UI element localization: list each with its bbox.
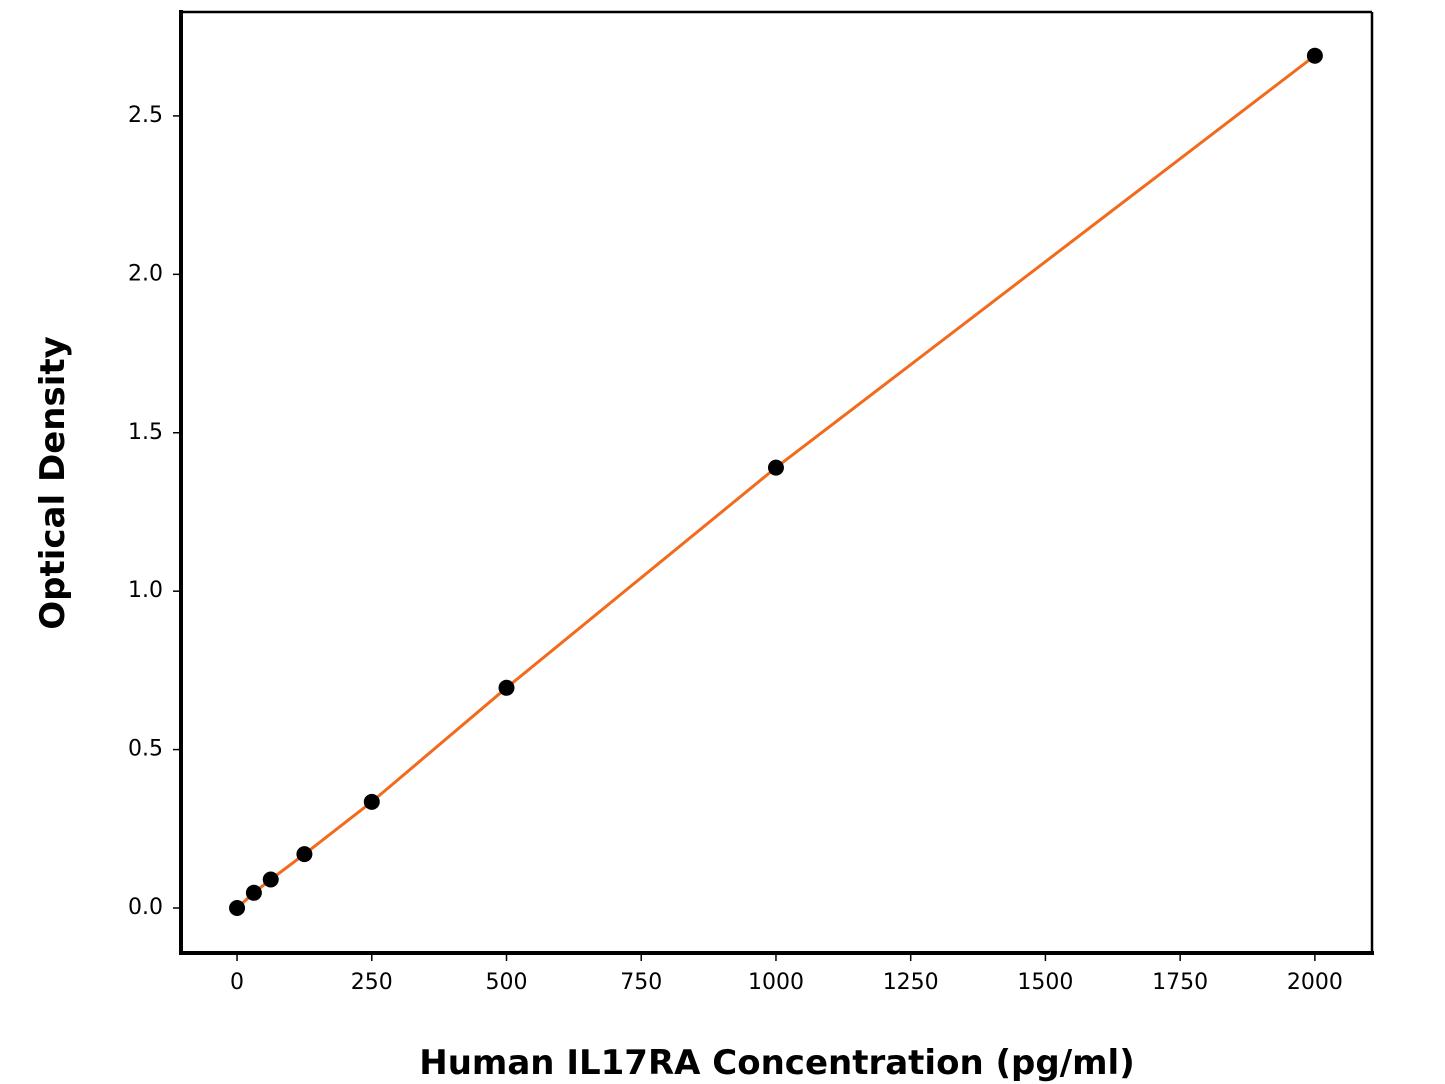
x-tick-label: 250 bbox=[351, 970, 393, 995]
x-tick-label: 1500 bbox=[1017, 970, 1073, 995]
x-tick-label: 1750 bbox=[1152, 970, 1208, 995]
data-point bbox=[229, 900, 246, 917]
x-axis-label: Human IL17RA Concentration (pg/ml) bbox=[419, 1043, 1135, 1083]
y-tick-label: 0.5 bbox=[128, 737, 163, 762]
y-tick-label: 1.5 bbox=[128, 420, 163, 445]
x-tick-label: 1000 bbox=[748, 970, 804, 995]
data-point bbox=[296, 846, 313, 863]
data-point bbox=[1306, 47, 1323, 64]
y-tick-label: 2.5 bbox=[128, 103, 163, 128]
y-axis-label: Optical Density bbox=[33, 336, 73, 630]
y-tick-label: 2.0 bbox=[128, 261, 163, 286]
fit-line bbox=[236, 54, 1316, 910]
x-tick-label: 0 bbox=[230, 970, 244, 995]
data-point bbox=[245, 884, 262, 901]
data-point bbox=[498, 679, 515, 696]
x-tick-label: 2000 bbox=[1287, 970, 1343, 995]
y-tick-label: 1.0 bbox=[128, 578, 163, 603]
data-point bbox=[363, 793, 380, 810]
x-tick-label: 1250 bbox=[883, 970, 939, 995]
data-point bbox=[262, 871, 279, 888]
y-tick-label: 0.0 bbox=[128, 895, 163, 920]
data-point bbox=[767, 459, 784, 476]
x-tick-label: 500 bbox=[486, 970, 528, 995]
x-tick-label: 750 bbox=[620, 970, 662, 995]
